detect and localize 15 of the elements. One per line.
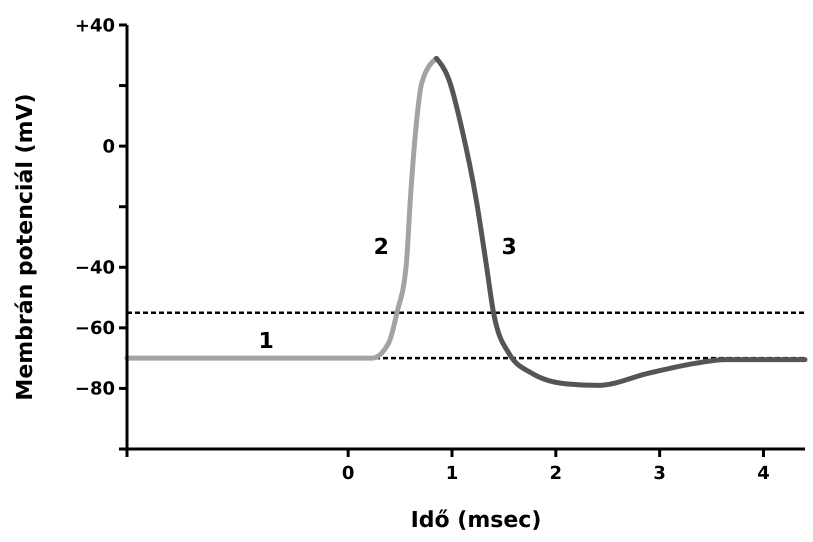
x-tick-label: 4 [757,463,770,484]
x-tick-label: 3 [653,463,666,484]
y-axis-title: Membrán potenciál (mV) [13,93,38,401]
x-tick-label: 1 [446,463,458,484]
y-tick-label: 0 [102,136,115,158]
x-tick-label: 0 [342,463,354,484]
annotation: 1 [258,328,274,354]
annotation: 2 [374,234,389,260]
y-tick-label: −60 [74,318,115,340]
annotation: 3 [501,234,517,260]
y-tick-label: −80 [74,378,115,400]
x-tick-label: 2 [550,463,562,484]
x-axis-title: Idő (msec) [410,508,542,533]
y-tick-label: −40 [74,258,115,279]
y-tick-label: +40 [74,15,115,36]
